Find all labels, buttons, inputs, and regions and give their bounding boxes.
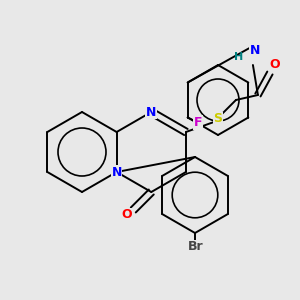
- Text: N: N: [146, 106, 157, 118]
- Text: Br: Br: [188, 241, 204, 254]
- Text: O: O: [270, 58, 280, 71]
- Text: N: N: [112, 166, 122, 178]
- Text: N: N: [250, 44, 260, 58]
- Text: O: O: [121, 208, 132, 221]
- Text: F: F: [194, 116, 202, 129]
- Text: S: S: [213, 112, 222, 125]
- Text: H: H: [234, 52, 244, 62]
